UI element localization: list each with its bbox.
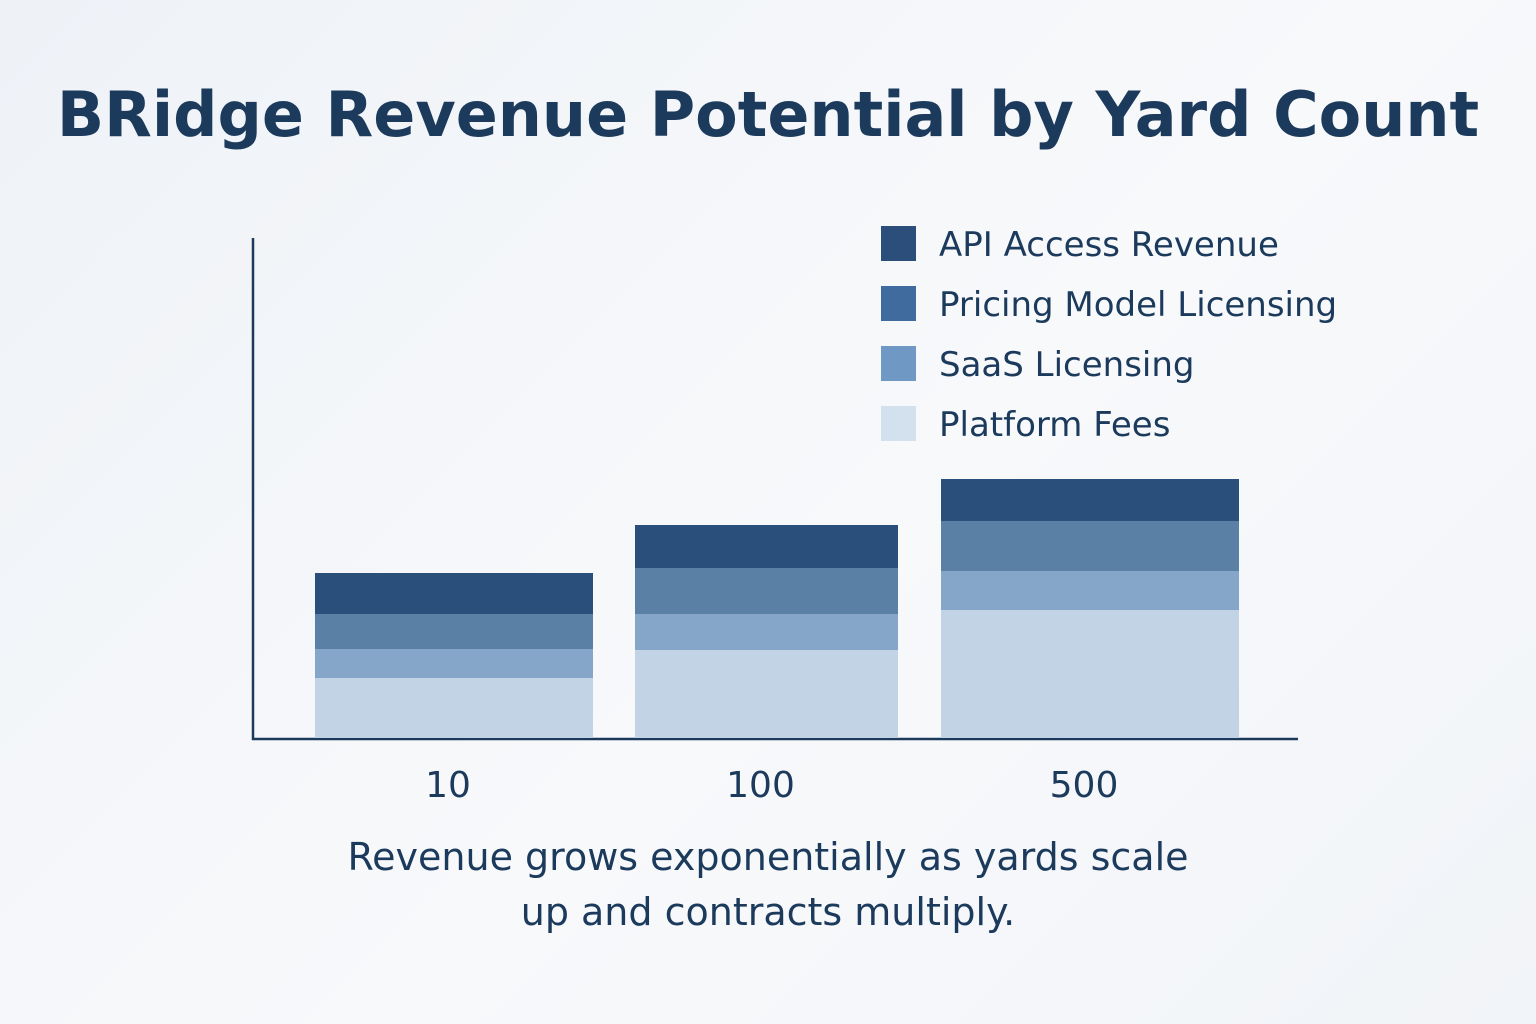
bar-segment-saas-licensing-100 <box>635 614 898 650</box>
caption-line-2: up and contracts multiply. <box>520 890 1016 934</box>
legend-swatch-api-access-revenue <box>881 226 916 261</box>
x-tick-label-500: 500 <box>1050 765 1119 806</box>
bar-segment-saas-licensing-500 <box>941 571 1239 610</box>
bars-group <box>315 479 1239 738</box>
bar-segment-platform-fees-500 <box>941 610 1239 738</box>
bar-segment-pricing-model-licensing-500 <box>941 521 1239 571</box>
bar-segment-platform-fees-100 <box>635 650 898 738</box>
legend-label-saas-licensing: SaaS Licensing <box>939 345 1194 385</box>
bar-segment-api-access-revenue-10 <box>315 573 593 614</box>
chart-caption: Revenue grows exponentially as yards sca… <box>0 830 1536 940</box>
legend: API Access Revenue Pricing Model Licensin… <box>881 225 1337 445</box>
legend-label-pricing-model-licensing: Pricing Model Licensing <box>939 285 1337 325</box>
x-tick-label-100: 100 <box>726 765 795 806</box>
bar-segment-platform-fees-10 <box>315 678 593 738</box>
bar-segment-saas-licensing-10 <box>315 649 593 678</box>
legend-swatch-platform-fees <box>881 406 916 441</box>
x-tick-label-10: 10 <box>425 765 471 806</box>
bar-segment-api-access-revenue-100 <box>635 525 898 568</box>
chart-title: BRidge Revenue Potential by Yard Count <box>56 78 1480 151</box>
bar-segment-pricing-model-licensing-10 <box>315 614 593 649</box>
x-tick-labels: 10 100 500 <box>425 765 1118 806</box>
bar-segment-api-access-revenue-500 <box>941 479 1239 521</box>
legend-swatch-saas-licensing <box>881 346 916 381</box>
bar-segment-pricing-model-licensing-100 <box>635 568 898 614</box>
legend-label-platform-fees: Platform Fees <box>939 405 1170 445</box>
caption-line-1: Revenue grows exponentially as yards sca… <box>347 835 1189 879</box>
legend-swatch-pricing-model-licensing <box>881 286 916 321</box>
legend-label-api-access-revenue: API Access Revenue <box>939 225 1279 265</box>
